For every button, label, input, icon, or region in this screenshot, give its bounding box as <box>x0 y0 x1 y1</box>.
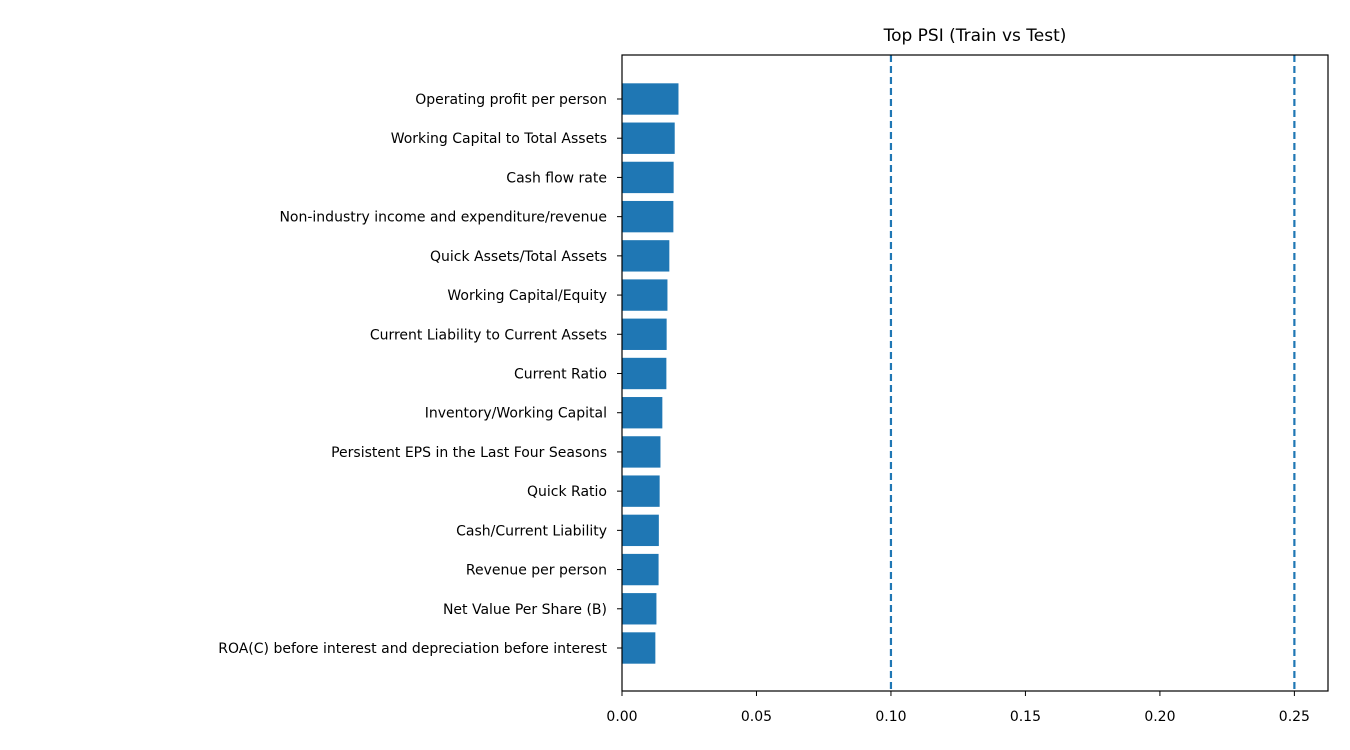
y-tick-label: Revenue per person <box>466 563 607 579</box>
bar <box>622 279 668 311</box>
y-tick-label: Current Liability to Current Assets <box>370 327 607 343</box>
y-tick-label: Persistent EPS in the Last Four Seasons <box>331 445 607 461</box>
bar <box>622 357 667 390</box>
bar <box>622 632 656 664</box>
x-tick-label: 0.05 <box>741 709 772 725</box>
x-tick-label: 0.00 <box>606 709 637 725</box>
y-tick-label: Operating profit per person <box>415 92 607 108</box>
x-tick-label: 0.25 <box>1279 709 1310 725</box>
bar <box>622 593 657 625</box>
y-tick-label: Working Capital/Equity <box>447 288 607 304</box>
y-tick-label: Cash flow rate <box>506 170 607 186</box>
x-axis: 0.00 0.05 0.10 0.15 0.20 0.25 <box>606 691 1310 725</box>
plot-frame <box>621 54 1329 692</box>
x-tick-label: 0.20 <box>1144 709 1175 725</box>
y-tick-label: Non-industry income and expenditure/reve… <box>279 210 607 226</box>
y-tick-label: ROA(C) before interest and depreciation … <box>218 641 607 657</box>
x-tick-label: 0.10 <box>875 709 906 725</box>
y-tick-label: Inventory/Working Capital <box>425 406 607 422</box>
bar <box>622 83 679 115</box>
y-tick-label: Working Capital to Total Assets <box>391 131 607 147</box>
bar <box>622 475 660 507</box>
y-axis: Operating profit per person Working Capit… <box>218 92 622 657</box>
bar <box>622 200 674 233</box>
bar <box>622 514 659 547</box>
bar <box>622 122 675 154</box>
bar <box>622 436 661 468</box>
bar <box>622 240 670 272</box>
y-tick-label: Net Value Per Share (B) <box>443 602 607 618</box>
bars-layer <box>622 83 679 664</box>
y-tick-label: Quick Ratio <box>527 484 607 500</box>
bar <box>622 397 663 429</box>
bar <box>622 318 667 350</box>
x-tick-label: 0.15 <box>1010 709 1041 725</box>
reference-lines-layer <box>889 55 1296 691</box>
y-tick-label: Cash/Current Liability <box>456 523 607 539</box>
chart-title: Top PSI (Train vs Test) <box>883 26 1067 46</box>
y-tick-label: Quick Assets/Total Assets <box>430 249 607 265</box>
bar <box>622 553 659 586</box>
bar <box>622 161 674 194</box>
y-tick-label: Current Ratio <box>514 367 607 383</box>
